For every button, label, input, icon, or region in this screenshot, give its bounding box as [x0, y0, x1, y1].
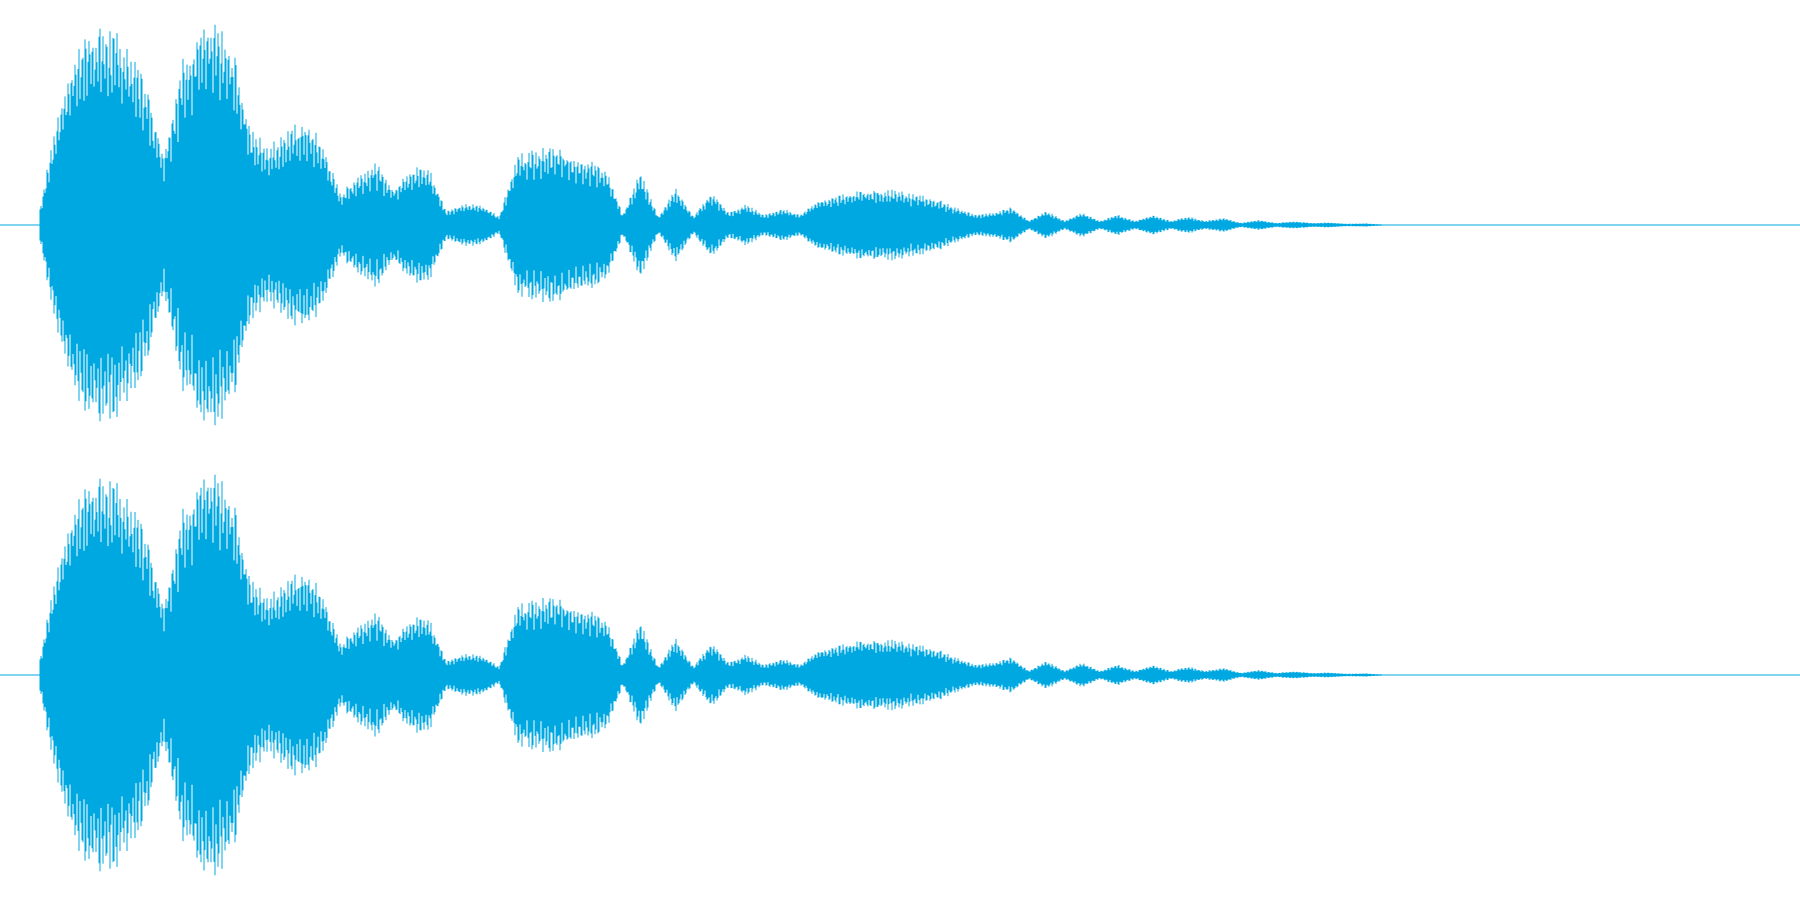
channel-top-waveform	[0, 24, 1800, 426]
channel-bottom-waveform	[0, 474, 1800, 876]
waveform-path	[39, 474, 1399, 876]
waveform-path	[39, 24, 1399, 426]
